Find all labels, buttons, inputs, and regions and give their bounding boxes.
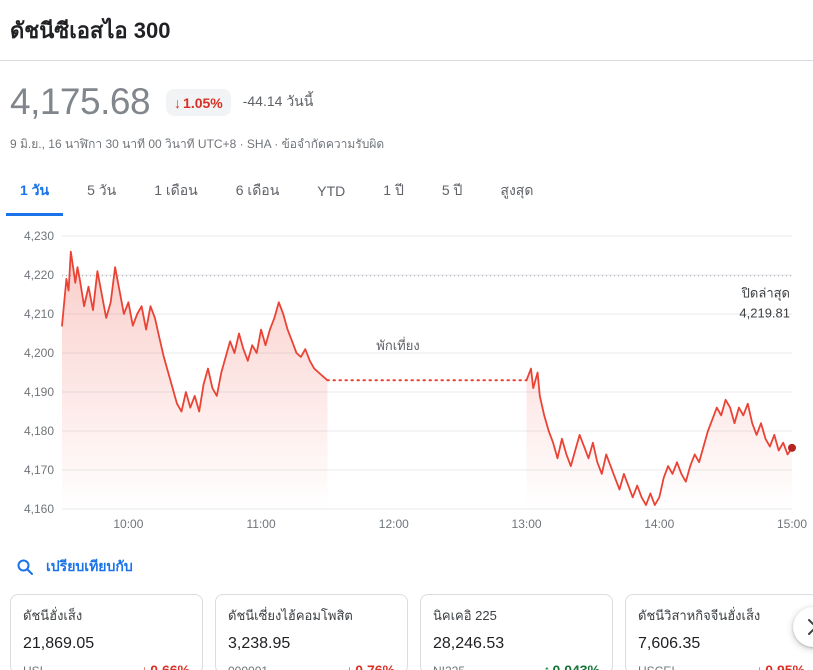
tab-1-year[interactable]: 1 ปี xyxy=(369,170,418,216)
index-card-hang-seng[interactable]: ดัชนีฮั่งเส็ง 21,869.05 HSI ↓0.66% xyxy=(10,594,203,670)
y-axis-label: 4,210 xyxy=(24,307,54,321)
index-ticker: NI225 xyxy=(433,664,465,670)
index-ticker: HSCEI xyxy=(638,664,675,670)
change-absolute: -44.14 วันนี้ xyxy=(242,93,314,109)
price-line xyxy=(525,367,793,506)
index-value: 7,606.35 xyxy=(638,635,701,652)
quote-meta: 9 มิ.ย., 16 นาฬิกา 30 นาที 00 วินาที UTC… xyxy=(10,137,385,151)
previous-close-label: ปิดล่าสุด xyxy=(741,286,790,302)
price-line xyxy=(61,250,329,413)
y-axis-label: 4,220 xyxy=(24,268,54,282)
current-price: 4,175.68 xyxy=(10,81,151,122)
tab-1-month[interactable]: 1 เดือน xyxy=(140,170,212,216)
x-axis-label: 14:00 xyxy=(644,517,674,531)
index-name: นิคเคอิ 225 xyxy=(433,608,497,623)
tab-5-year[interactable]: 5 ปี xyxy=(428,170,477,216)
x-axis-label: 13:00 xyxy=(512,517,542,531)
index-ticker: HSI xyxy=(23,664,43,670)
down-arrow-icon: ↓ xyxy=(141,662,149,670)
tab-1-day[interactable]: 1 วัน xyxy=(6,170,64,216)
index-value: 3,238.95 xyxy=(228,635,291,652)
compare-cards: ดัชนีฮั่งเส็ง 21,869.05 HSI ↓0.66% ดัชนี… xyxy=(10,594,813,670)
x-axis-label: 10:00 xyxy=(113,517,143,531)
y-axis-label: 4,200 xyxy=(24,346,54,360)
y-axis-label: 4,170 xyxy=(24,463,54,477)
index-change: ↑ 0.043% xyxy=(544,662,600,670)
lunch-break-label: พักเที่ยง xyxy=(376,337,419,353)
quote-summary: 4,175.68 ↓ 1.05% -44.14 วันนี้ xyxy=(0,61,813,123)
down-arrow-icon: ↓ xyxy=(346,662,354,670)
tab-5-day[interactable]: 5 วัน xyxy=(73,170,130,216)
index-value: 21,869.05 xyxy=(23,635,95,652)
chevron-right-icon xyxy=(808,619,813,635)
y-axis-label: 4,160 xyxy=(24,502,54,516)
down-arrow-icon: ↓ xyxy=(756,662,764,670)
index-card-nikkei-225[interactable]: นิคเคอิ 225 28,246.53 NI225 ↑0.043% xyxy=(420,594,613,670)
tab-6-month[interactable]: 6 เดือน xyxy=(222,170,294,216)
change-percent-value: 1.05% xyxy=(183,94,223,111)
index-name: ดัชนีฮั่งเส็ง xyxy=(23,608,83,623)
tab-max[interactable]: สูงสุด xyxy=(486,170,547,216)
chart-svg: 4,230 4,220 4,210 4,200 4,190 4,180 4,170 4,160… xyxy=(24,229,807,531)
header-divider xyxy=(0,60,813,61)
range-tabs: 1 วัน 5 วัน 1 เดือน 6 เดือน YTD 1 ปี 5 ป… xyxy=(0,170,813,216)
y-axis-label: 4,180 xyxy=(24,424,54,438)
index-change: ↓ 0.95% xyxy=(756,662,805,670)
x-axis-label: 11:00 xyxy=(247,517,276,531)
index-card-shanghai-composite[interactable]: ดัชนีเซี่ยงไฮ้คอมโพสิต 3,238.95 000001 ↓… xyxy=(215,594,408,670)
tab-ytd[interactable]: YTD xyxy=(303,170,359,216)
carousel-next-button[interactable] xyxy=(793,607,813,647)
change-percent-badge: ↓ 1.05% xyxy=(166,88,231,116)
page-title: ดัชนีซีเอสไอ 300 xyxy=(10,18,171,43)
x-axis-label: 15:00 xyxy=(777,517,807,531)
up-arrow-icon: ↑ xyxy=(543,662,551,670)
last-price-dot xyxy=(788,443,796,452)
chart-area xyxy=(526,368,792,509)
y-axis-label: 4,190 xyxy=(24,385,54,399)
index-change: ↓ 0.76% xyxy=(346,662,395,670)
index-name: ดัชนีเซี่ยงไฮ้คอมโพสิต xyxy=(228,608,353,623)
compare-label: เปรียบเทียบกับ xyxy=(46,558,133,574)
x-axis-label: 12:00 xyxy=(379,517,409,531)
index-ticker: 000001 xyxy=(228,664,268,670)
index-value: 28,246.53 xyxy=(433,635,505,652)
index-card-hscei[interactable]: ดัชนีวิสาหกิจจีนฮั่งเส็ง 7,606.35 HSCEI … xyxy=(625,594,813,670)
chart-area xyxy=(62,251,328,509)
y-axis-label: 4,230 xyxy=(24,229,54,243)
down-arrow-icon: ↓ xyxy=(174,94,182,111)
search-icon xyxy=(17,559,33,575)
index-name: ดัชนีวิสาหกิจจีนฮั่งเส็ง xyxy=(638,608,761,623)
index-change: ↓ 0.66% xyxy=(141,662,190,670)
previous-close-value: 4,219.81 xyxy=(739,306,790,321)
price-chart[interactable]: 4,230 4,220 4,210 4,200 4,190 4,180 4,170 4,160… xyxy=(0,220,813,540)
compare-link[interactable]: เปรียบเทียบกับ xyxy=(0,540,133,578)
